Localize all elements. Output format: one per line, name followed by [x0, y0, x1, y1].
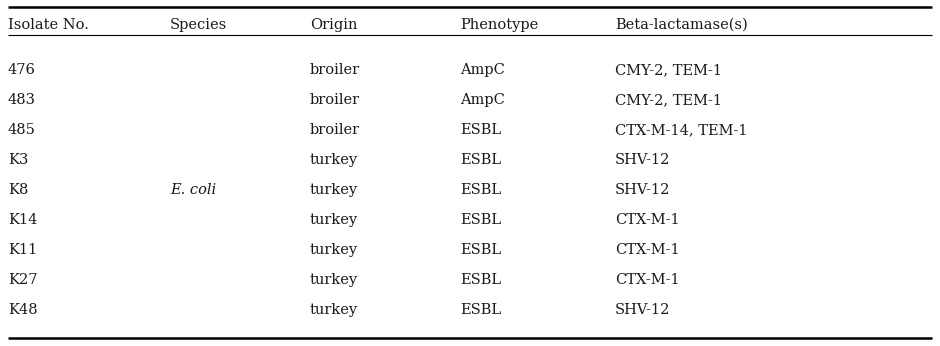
Text: CTX-M-1: CTX-M-1: [615, 213, 680, 227]
Text: CTX-M-14, TEM-1: CTX-M-14, TEM-1: [615, 123, 747, 137]
Text: turkey: turkey: [310, 153, 358, 167]
Text: AmpC: AmpC: [460, 93, 505, 107]
Text: turkey: turkey: [310, 183, 358, 197]
Text: Isolate No.: Isolate No.: [8, 18, 89, 32]
Text: ESBL: ESBL: [460, 273, 501, 287]
Text: ESBL: ESBL: [460, 243, 501, 257]
Text: SHV-12: SHV-12: [615, 183, 670, 197]
Text: turkey: turkey: [310, 243, 358, 257]
Text: broiler: broiler: [310, 123, 360, 137]
Text: ESBL: ESBL: [460, 123, 501, 137]
Text: SHV-12: SHV-12: [615, 153, 670, 167]
Text: CTX-M-1: CTX-M-1: [615, 243, 680, 257]
Text: ESBL: ESBL: [460, 213, 501, 227]
Text: AmpC: AmpC: [460, 63, 505, 77]
Text: CTX-M-1: CTX-M-1: [615, 273, 680, 287]
Text: K48: K48: [8, 303, 38, 317]
Text: K8: K8: [8, 183, 28, 197]
Text: Beta-lactamase(s): Beta-lactamase(s): [615, 18, 747, 32]
Text: Phenotype: Phenotype: [460, 18, 539, 32]
Text: 483: 483: [8, 93, 36, 107]
Text: K11: K11: [8, 243, 38, 257]
Text: turkey: turkey: [310, 303, 358, 317]
Text: Species: Species: [170, 18, 227, 32]
Text: turkey: turkey: [310, 273, 358, 287]
Text: 485: 485: [8, 123, 36, 137]
Text: ESBL: ESBL: [460, 153, 501, 167]
Text: CMY-2, TEM-1: CMY-2, TEM-1: [615, 63, 722, 77]
Text: Origin: Origin: [310, 18, 357, 32]
Text: turkey: turkey: [310, 213, 358, 227]
Text: ESBL: ESBL: [460, 183, 501, 197]
Text: E. coli: E. coli: [170, 183, 216, 197]
Text: K27: K27: [8, 273, 38, 287]
Text: 476: 476: [8, 63, 36, 77]
Text: K3: K3: [8, 153, 28, 167]
Text: SHV-12: SHV-12: [615, 303, 670, 317]
Text: CMY-2, TEM-1: CMY-2, TEM-1: [615, 93, 722, 107]
Text: ESBL: ESBL: [460, 303, 501, 317]
Text: broiler: broiler: [310, 63, 360, 77]
Text: broiler: broiler: [310, 93, 360, 107]
Text: K14: K14: [8, 213, 38, 227]
